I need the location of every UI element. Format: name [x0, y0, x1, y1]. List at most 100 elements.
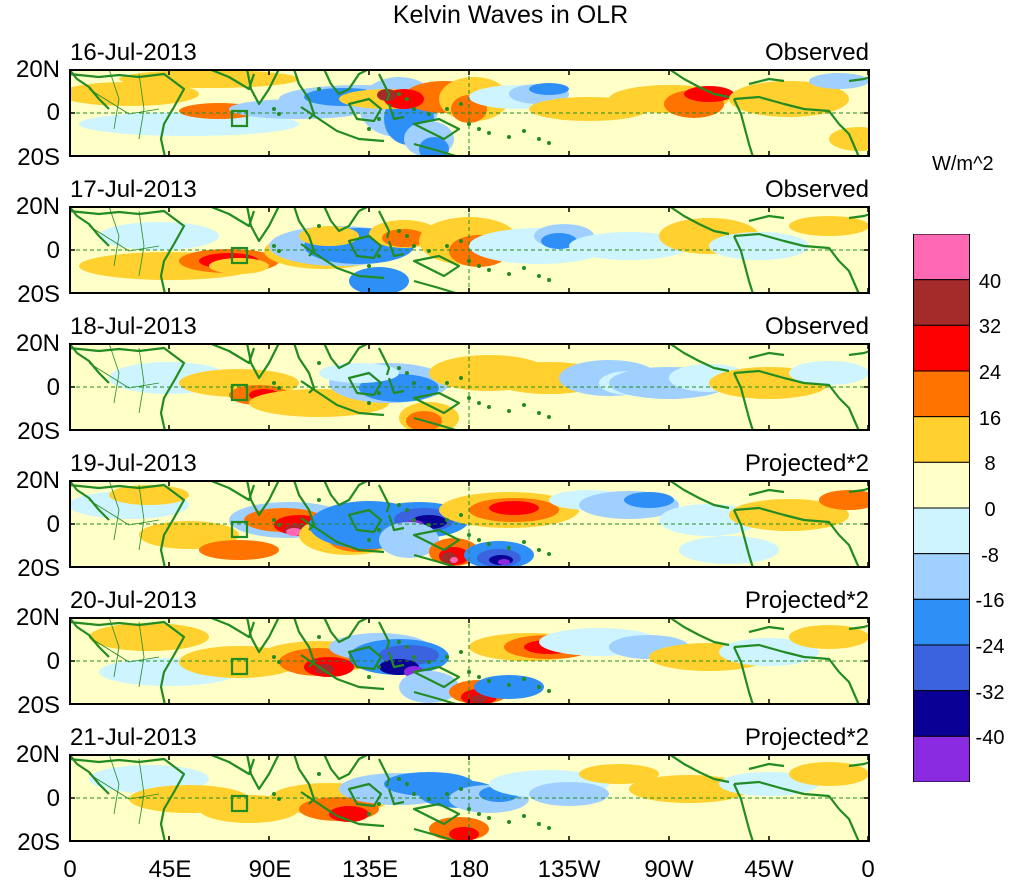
colorbar-label-40: 40 [978, 271, 1002, 293]
coastline [378, 347, 391, 376]
anomaly-contour [684, 86, 734, 102]
coastline [69, 757, 186, 842]
region-box [230, 383, 249, 402]
colorbar-swatch [913, 370, 970, 418]
colorbar-label-neg16: -16 [975, 590, 1005, 612]
anomaly-contour [709, 232, 809, 260]
colorbar-label-24: 24 [978, 362, 1002, 384]
island [317, 87, 321, 91]
colorbar-swatch [913, 324, 970, 372]
panel-4-date: 19-Jul-2013 [70, 450, 197, 477]
anomaly-contour [199, 540, 279, 560]
island [522, 129, 526, 133]
island [507, 272, 511, 276]
coastline [300, 654, 385, 691]
coastline [387, 788, 405, 806]
coastline [733, 98, 755, 157]
island [507, 135, 511, 139]
coastline [387, 651, 405, 669]
island [522, 540, 526, 544]
island [537, 822, 541, 826]
colorbar-swatch [913, 735, 970, 782]
island [477, 401, 481, 405]
colorbar-label-neg8: -8 [981, 545, 999, 567]
island [397, 92, 401, 96]
country-border [138, 484, 145, 551]
coastline [838, 397, 861, 431]
coastline [69, 346, 186, 431]
colorbar-label-32: 32 [978, 316, 1002, 338]
island [547, 552, 551, 556]
colorbar-swatch [913, 234, 970, 281]
island [377, 117, 381, 121]
coastline [208, 206, 256, 228]
coastline [208, 69, 256, 91]
island [467, 122, 471, 126]
island [537, 685, 541, 689]
panel-6-lat-0: 0 [46, 785, 60, 812]
coastline [412, 117, 461, 141]
island [367, 675, 371, 679]
island [537, 548, 541, 552]
colorbar-label-neg32: -32 [975, 682, 1005, 704]
coastline [378, 621, 391, 650]
panel-5-lat-20s: 20S [17, 692, 60, 719]
panel-3-date: 18-Jul-2013 [70, 313, 197, 340]
coastline [387, 240, 405, 258]
island [445, 244, 449, 248]
island [487, 816, 491, 820]
coastline [748, 351, 785, 360]
anomaly-contour [529, 83, 569, 95]
island [547, 826, 551, 830]
coastline [412, 665, 461, 689]
island [459, 239, 463, 243]
coastline [69, 480, 110, 521]
coastline [733, 372, 755, 431]
island [467, 670, 471, 674]
island [537, 137, 541, 141]
coastline [300, 106, 385, 143]
coastline [668, 617, 730, 647]
country-border [108, 754, 120, 815]
coastline [323, 617, 370, 644]
region-box [230, 657, 249, 676]
island [522, 266, 526, 270]
island [487, 131, 491, 135]
anomaly-contour [139, 521, 239, 549]
colorbar-swatch [913, 690, 970, 737]
panel-1-lat-20n: 20N [15, 56, 60, 83]
panel-6-mode: Projected*2 [744, 724, 869, 751]
island [477, 127, 481, 131]
anomaly-contour [789, 216, 869, 236]
region-box [230, 520, 249, 539]
anomaly-contour [579, 764, 659, 784]
island [317, 635, 321, 639]
colorbar-swatch [913, 507, 970, 555]
anomaly-contour [299, 226, 359, 246]
anomaly-contour [99, 222, 219, 250]
olr-anomaly-map [69, 343, 870, 431]
panel-4-lat-0: 0 [46, 511, 60, 538]
coastline [748, 762, 785, 771]
coastline [412, 254, 461, 278]
coastline [838, 671, 861, 705]
panel-4-map [69, 480, 870, 568]
island [397, 640, 401, 644]
island [377, 254, 381, 258]
region-box [230, 794, 249, 813]
anomaly-contour [382, 229, 426, 247]
anomaly-contour [789, 361, 869, 385]
island [405, 782, 409, 786]
island [367, 812, 371, 816]
island [405, 234, 409, 238]
lon-label-0: 0 [63, 856, 77, 883]
coastline [347, 371, 383, 397]
island [272, 518, 276, 522]
island [272, 244, 276, 248]
coastline [412, 391, 461, 415]
lon-label-90e: 90E [248, 856, 292, 883]
panel-2-lat-0: 0 [46, 237, 60, 264]
coastline [323, 206, 370, 233]
anomaly-contour [789, 625, 869, 649]
coastline [668, 69, 730, 99]
